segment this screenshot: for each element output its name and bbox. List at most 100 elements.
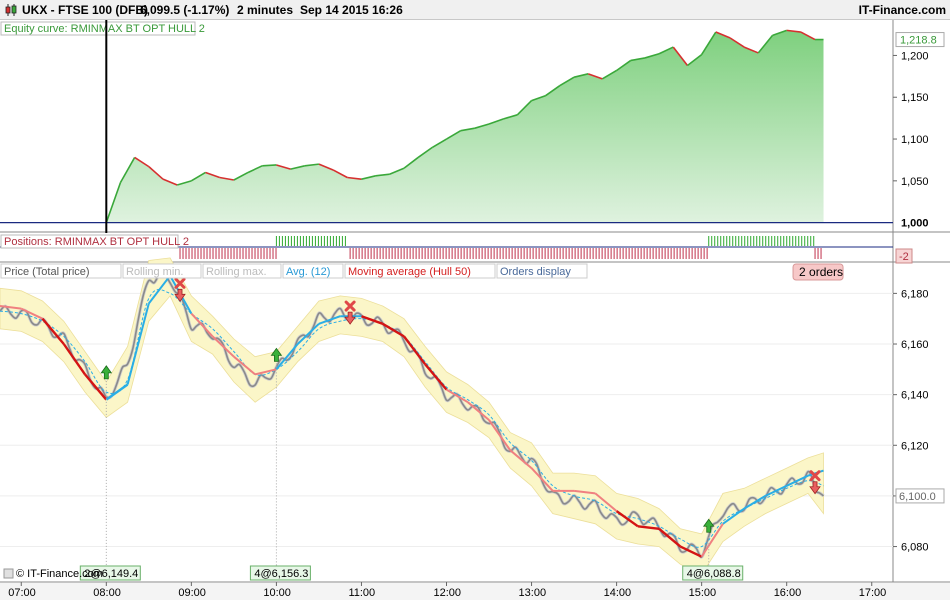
hull-ma-segment [190,312,214,338]
hull-ma-segment [105,383,129,401]
equity-segment [176,180,192,186]
brand-name: IT-Finance.com [858,3,946,17]
equity-segment [587,73,603,80]
hull-ma-segment [41,317,65,345]
price-last-value: 6,100.0 [899,491,936,503]
time-tick-label: 08:00 [93,587,121,599]
close-order-icon[interactable] [809,470,821,482]
equity-segment [644,53,660,59]
time-tick-label: 17:00 [859,587,887,599]
equity-segment [446,129,462,140]
equity-segment [772,29,787,37]
hull-ma-segment [233,355,256,376]
hull-ma-segment [637,525,660,530]
chart-area[interactable]: 1,050 1,100 1,150 1,200 1,000 1,218.8 Equity c… [0,20,950,600]
price-legend-tag-box[interactable] [122,263,202,279]
hull-ma-segment [382,322,405,338]
price-legend-tag-box[interactable] [0,263,122,279]
price-legend-tag: Avg. (12) [286,266,330,278]
equity-segment [417,146,433,159]
hull-ma-segment [211,335,235,358]
hull-ma-segment [126,303,150,385]
rolling-min-max-band [0,257,824,575]
equity-segment [488,118,504,125]
order-label-box[interactable] [79,565,141,581]
chart-header: UKX - FTSE 100 (DFB) 6,099.5 (-1.17%) 2 … [0,0,950,20]
equity-segment [389,167,405,175]
price-legend-tag-box[interactable] [282,263,344,279]
equity-segment [262,164,277,167]
time-tick-label: 11:00 [348,587,375,599]
equity-tick-label: 1,100 [901,134,929,146]
instrument-symbol[interactable]: UKX - FTSE 100 (DFB) [22,3,149,17]
positions-legend-box [0,234,179,249]
hull-ma-segment [573,489,596,495]
price-legend-tag-box[interactable] [202,263,282,279]
equity-last-value-box [895,32,945,48]
equity-segment [658,46,674,55]
hull-ma-segment [530,467,554,492]
positions-legend: Positions: RMINMAX BT OPT HULL 2 [4,236,189,248]
close-order-icon[interactable] [344,300,356,312]
equity-tick-label: 1,150 [901,92,929,104]
price-legend-tag: Price (Total price) [4,266,90,278]
price-legend-tag: Orders display [500,266,571,278]
equity-segment [700,31,717,56]
order-label-box[interactable] [682,565,744,581]
sell-arrow-icon[interactable] [344,311,356,325]
close-order-icon[interactable] [174,277,186,289]
buy-arrow-icon[interactable] [702,518,715,533]
equity-segment [403,156,419,169]
equity-segment [516,100,533,116]
price-last-value-box [895,488,945,504]
sell-arrow-icon[interactable] [809,481,821,495]
time-axis-background [0,583,950,600]
equity-segment [672,46,689,66]
watermark-text: © IT-Finance.com [16,568,103,580]
positions-last-value: -2 [899,251,909,263]
equity-segment [318,163,334,171]
hull-ma-segment [0,305,22,310]
time-tick-label: 07:00 [8,587,36,599]
current-datetime: Sep 14 2015 16:26 [300,3,403,17]
equity-segment [347,176,362,180]
equity-segment [545,84,561,97]
order-label-box[interactable] [249,565,311,581]
price-legend-tag-box[interactable] [496,263,588,279]
equity-segment [361,175,376,180]
price-tick-label: 6,080 [901,542,929,554]
equity-segment [205,171,220,179]
price-legend-tag-box[interactable] [344,263,496,279]
equity-segment [686,53,703,67]
price-legend-tag: Rolling min. [126,266,183,278]
buy-arrow-icon[interactable] [270,347,283,362]
hull-ma-segment [658,527,682,548]
price-tick-label: 6,180 [901,288,929,300]
equity-segment [559,76,575,87]
hull-ma-segment [509,449,533,469]
price-legend-tag: Moving average (Hull 50) [348,266,471,278]
equity-segment [219,176,235,181]
hull-ma-segment [318,315,341,325]
buy-arrow-icon[interactable] [100,365,113,380]
hull-ma-segment [743,495,766,510]
hull-ma-segment [254,368,277,376]
price-tick-label: 6,160 [901,339,929,351]
time-tick-label: 13:00 [519,587,547,599]
time-tick-label: 15:00 [689,587,717,599]
hull-ma-segment [679,545,703,558]
equity-segment [715,31,731,39]
time-tick-label: 10:00 [263,587,291,599]
equity-legend-box [0,21,196,36]
hull-ma-segment [403,335,427,366]
hull-ma-segment [594,492,618,512]
sell-arrow-icon[interactable] [174,288,186,303]
orders-badge-box[interactable] [792,263,844,281]
hull-ma-segment [722,507,745,525]
time-tick-label: 16:00 [774,587,802,599]
hull-ma-segment [20,307,43,320]
hull-ma-segment [297,323,320,345]
equity-segment [148,166,164,180]
timeframe[interactable]: 2 minutes [237,3,294,17]
equity-segment [502,114,518,120]
